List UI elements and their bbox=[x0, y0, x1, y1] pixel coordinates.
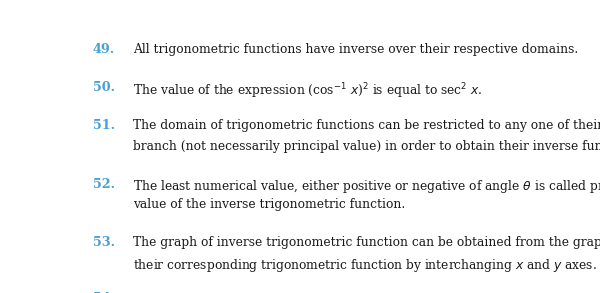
Text: 52.: 52. bbox=[92, 178, 115, 190]
Text: 49.: 49. bbox=[92, 43, 115, 56]
Text: branch (not necessarily principal value) in order to obtain their inverse functi: branch (not necessarily principal value)… bbox=[133, 140, 600, 153]
Text: The graph of inverse trigonometric function can be obtained from the graph of: The graph of inverse trigonometric funct… bbox=[133, 236, 600, 249]
Text: The domain of trigonometric functions can be restricted to any one of their: The domain of trigonometric functions ca… bbox=[133, 119, 600, 132]
Text: 50.: 50. bbox=[92, 81, 115, 94]
Text: All trigonometric functions have inverse over their respective domains.: All trigonometric functions have inverse… bbox=[133, 43, 578, 56]
Text: their corresponding trigonometric function by interchanging $x$ and $y$ axes.: their corresponding trigonometric functi… bbox=[133, 257, 597, 274]
Text: The least numerical value, either positive or negative of angle $\theta$ is call: The least numerical value, either positi… bbox=[133, 178, 600, 195]
Text: The value of the expression (cos$^{-1}$ $x$)$^{2}$ is equal to sec$^{2}$ $x$.: The value of the expression (cos$^{-1}$ … bbox=[133, 81, 483, 100]
Text: 54.: 54. bbox=[92, 292, 115, 293]
Text: value of the inverse trigonometric function.: value of the inverse trigonometric funct… bbox=[133, 198, 406, 211]
Text: 53.: 53. bbox=[92, 236, 115, 249]
Text: The minimum value of $n$ for which tan$^{-1}$ $\dfrac{n}{\pi}>\dfrac{\pi}{4}$, $: The minimum value of $n$ for which tan$^… bbox=[133, 292, 544, 293]
Text: 51.: 51. bbox=[92, 119, 115, 132]
